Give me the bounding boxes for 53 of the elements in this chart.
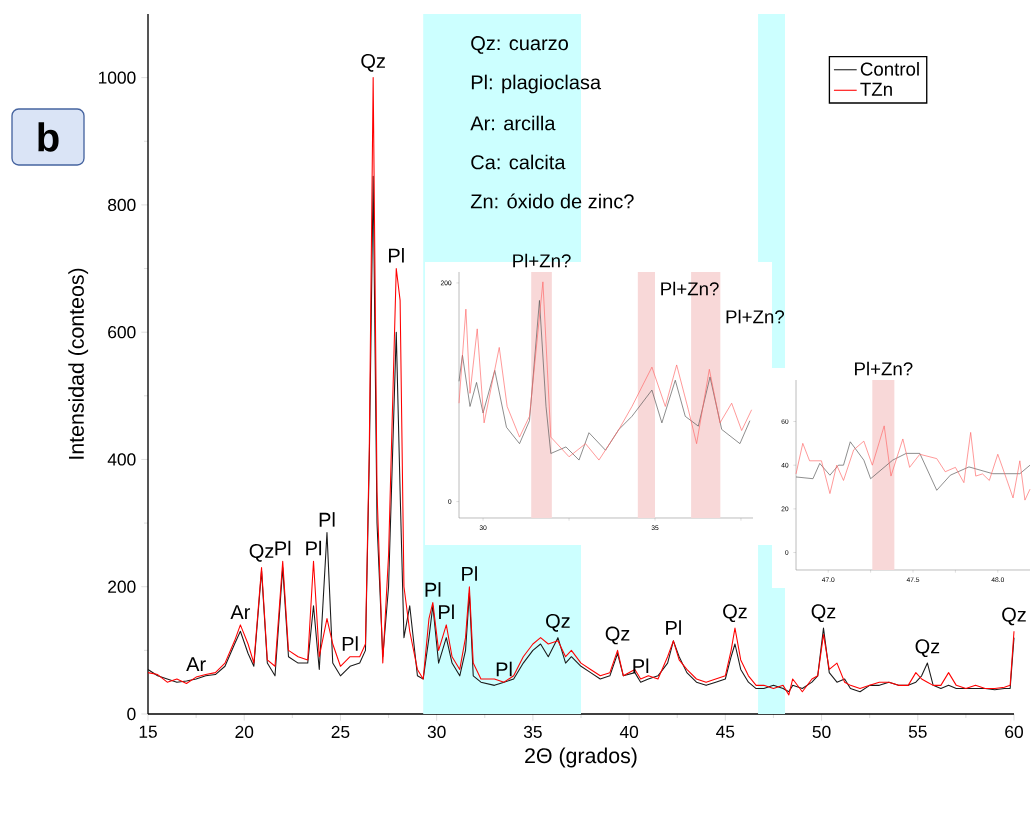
annotation: Zn: óxido de zinc?	[470, 193, 634, 209]
x-tick-label: 60	[1005, 725, 1023, 739]
x-axis-title: 2Θ (grados)	[525, 747, 637, 768]
annotation: Pl	[306, 540, 322, 556]
band-label: Pl+Zn?	[513, 253, 571, 268]
line-series	[795, 441, 1031, 491]
annotation: Pl	[496, 661, 512, 677]
annotation: Qz	[1002, 607, 1026, 626]
annotation: Pl: plagioclasa	[471, 74, 602, 94]
legend-label: Control	[860, 61, 919, 76]
annotation: Ar	[186, 657, 206, 672]
x-tick-label: 30	[427, 725, 446, 739]
annotation: Pl	[633, 658, 649, 673]
x-tick-label: 50	[812, 725, 831, 739]
annotation: Pl	[425, 582, 441, 597]
x-tick-label: 45	[716, 725, 735, 738]
band-label: Pl+Zn?	[855, 361, 913, 376]
y-axis-title: Intensidad (conteos)	[68, 268, 89, 459]
y-tick-label: 1000	[98, 71, 136, 84]
x-tick-label: 25	[331, 725, 350, 739]
x-tick-label: 15	[139, 725, 157, 738]
annotation: Pl	[319, 512, 335, 527]
x-tick-label: 40	[619, 725, 639, 739]
y-tick-label: 200	[108, 580, 136, 593]
annotation: Qz	[546, 613, 570, 632]
y-tick-label: 0	[127, 707, 136, 721]
annotation: Qz: cuarzo	[471, 36, 568, 54]
annotation: Pl	[389, 248, 404, 263]
text: b	[38, 122, 59, 152]
annotation: Ar: arcilla	[470, 115, 556, 131]
x-tick-label: 35	[523, 725, 542, 739]
legend-label: TZn	[860, 82, 892, 96]
annotation: Qz	[915, 639, 940, 658]
annotation: Qz	[249, 543, 274, 562]
y-tick-label: 800	[108, 198, 136, 212]
annotation: Qz	[723, 604, 747, 623]
annotation: Qz	[811, 604, 836, 623]
band-label: Pl+Zn?	[726, 309, 785, 324]
annotation: Pl	[275, 540, 291, 556]
line-series	[795, 425, 1031, 501]
annotation: Pl	[462, 566, 477, 581]
annotation: Ar	[230, 605, 251, 619]
annotation: Pl	[666, 620, 681, 635]
annotation: Ca: calcita	[471, 154, 566, 170]
y-tick-label: 400	[107, 453, 136, 466]
annotation: Pl	[439, 604, 454, 619]
band-label: Pl+Zn?	[661, 281, 719, 296]
y-tick-label: 600	[108, 326, 136, 339]
x-tick-label: 20	[235, 725, 254, 739]
annotation: Qz	[605, 626, 630, 645]
x-tick-label: 55	[908, 725, 927, 738]
annotation: Pl	[342, 636, 358, 651]
annotation: Qz	[361, 53, 385, 72]
